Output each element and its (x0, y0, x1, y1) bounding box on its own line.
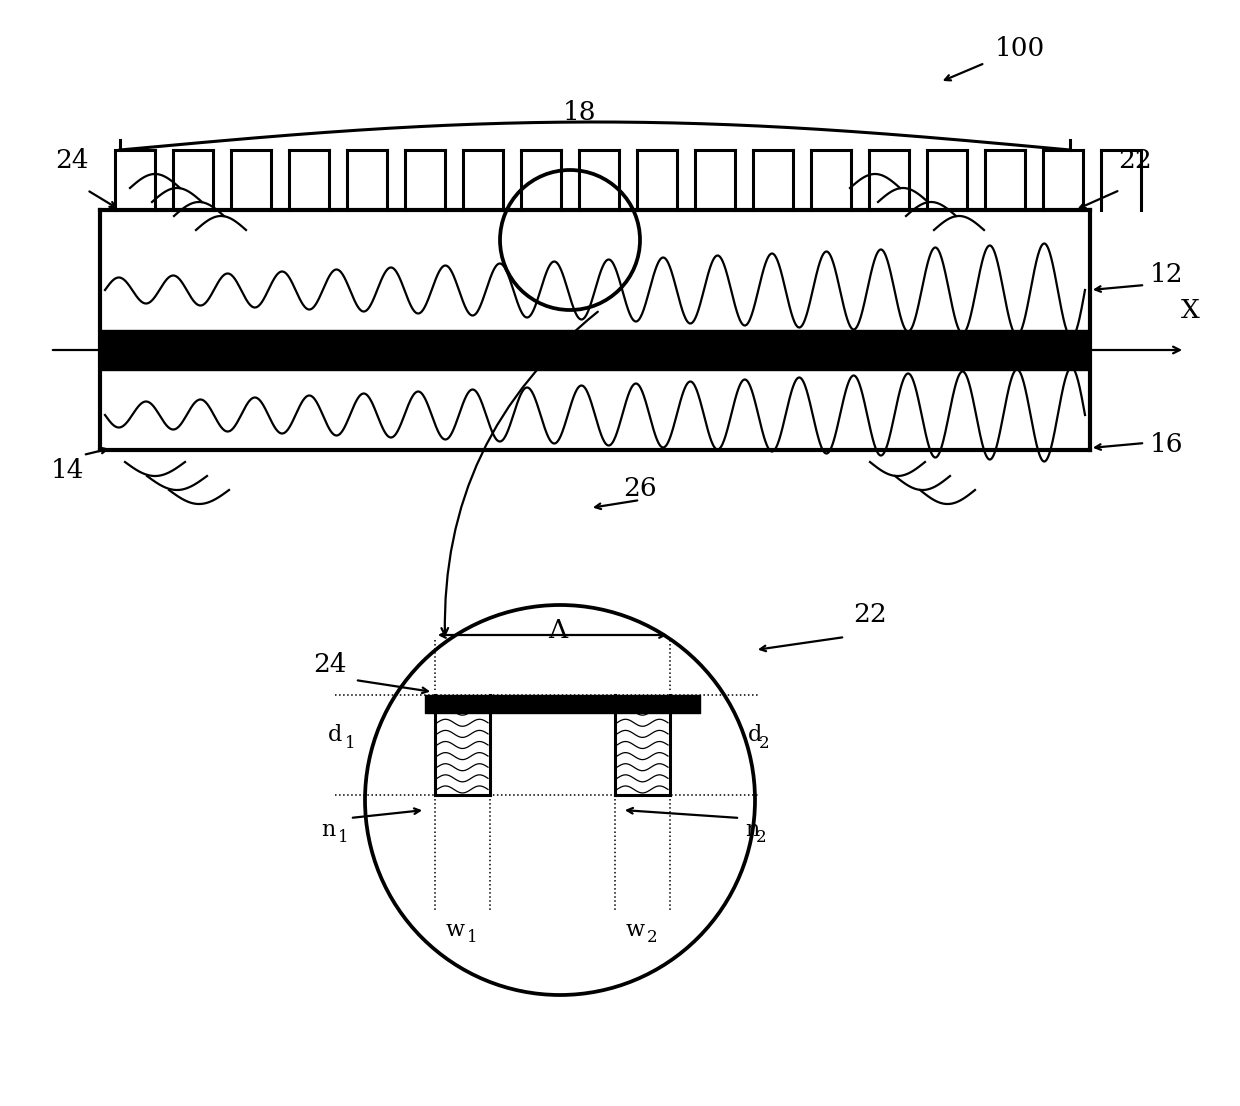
Text: 12: 12 (1149, 262, 1184, 288)
Text: d: d (327, 724, 342, 747)
Text: 22: 22 (1118, 147, 1152, 173)
Text: 100: 100 (994, 35, 1045, 61)
Text: 24: 24 (56, 147, 89, 173)
Text: d: d (748, 724, 763, 747)
Text: 14: 14 (51, 458, 84, 482)
Text: w: w (625, 919, 645, 941)
Text: X: X (1180, 298, 1199, 323)
Text: w: w (445, 919, 465, 941)
Text: 1: 1 (339, 830, 348, 846)
Text: 1: 1 (345, 734, 356, 751)
Text: 22: 22 (853, 603, 887, 627)
Text: 26: 26 (624, 476, 657, 501)
Text: 2: 2 (756, 830, 766, 846)
Text: 18: 18 (563, 100, 596, 125)
Text: 24: 24 (314, 653, 347, 678)
Text: 1: 1 (467, 929, 477, 947)
Text: n: n (745, 820, 759, 841)
Text: 2: 2 (759, 734, 770, 751)
Text: 2: 2 (647, 929, 657, 947)
Text: 16: 16 (1149, 432, 1183, 458)
Text: n: n (321, 820, 335, 841)
Text: Λ: Λ (548, 617, 568, 643)
